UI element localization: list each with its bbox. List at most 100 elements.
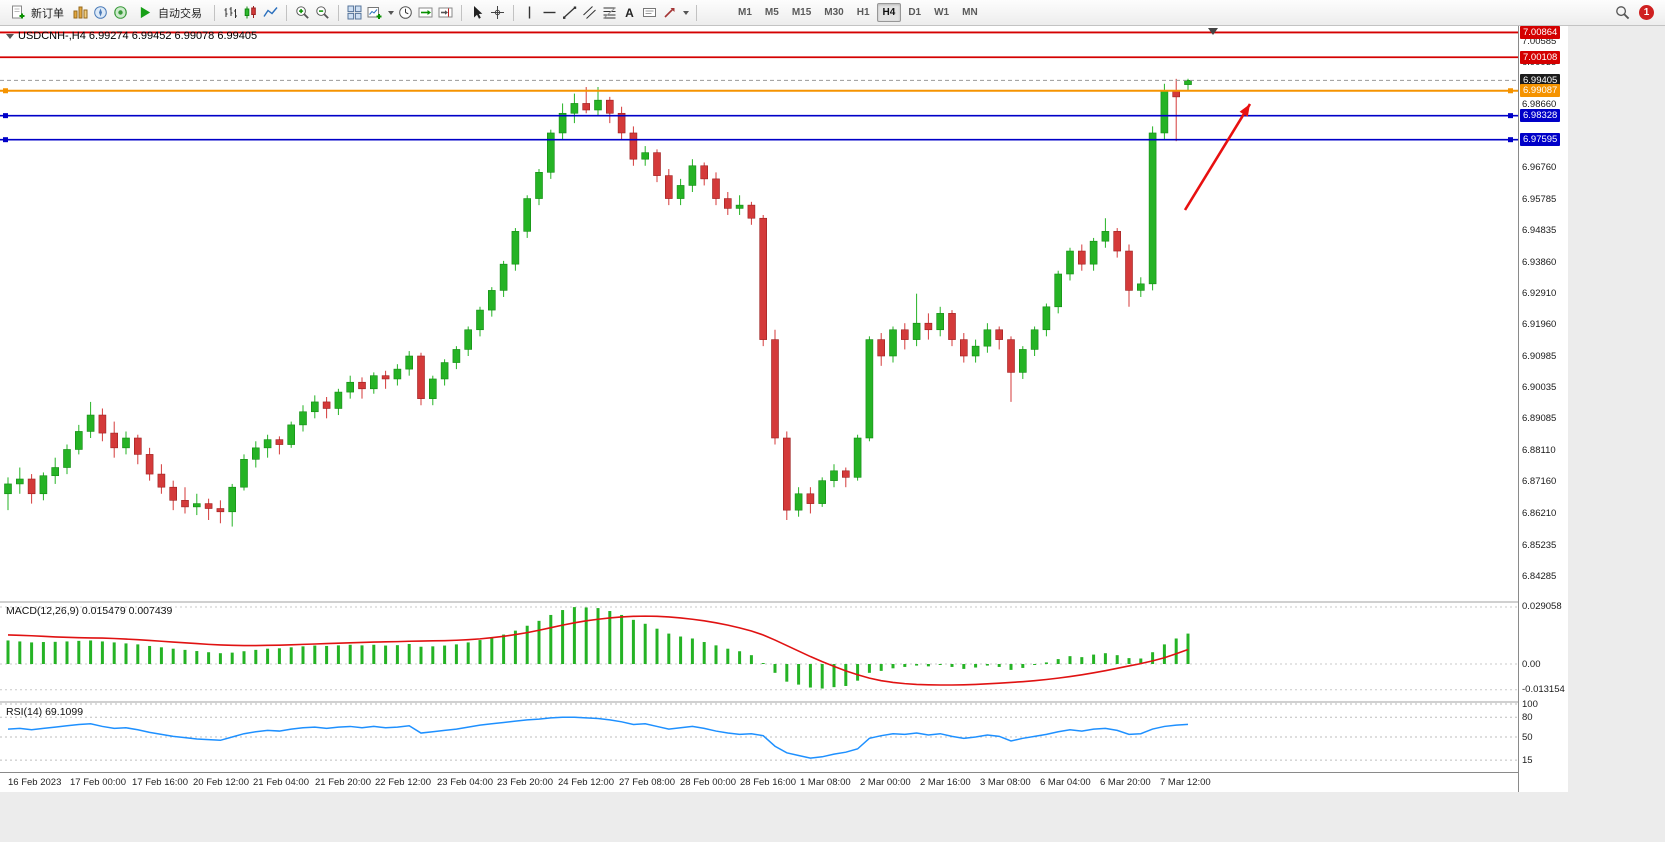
autotrading-play-icon (137, 4, 154, 21)
price-label: 6.88110 (1522, 445, 1556, 457)
price-label: 6.90985 (1522, 350, 1557, 362)
chart-canvas[interactable] (0, 26, 1518, 772)
timeframe-h4[interactable]: H4 (876, 3, 902, 22)
chart-title-overlay: USDCNH-,H4 6.99274 6.99452 6.99078 6.994… (6, 30, 257, 42)
new-chart-dropdown-icon[interactable] (388, 10, 394, 15)
price-label: 6.84285 (1522, 570, 1557, 582)
fibonacci-tool-icon[interactable] (601, 4, 618, 21)
line-chart-icon[interactable] (262, 4, 279, 21)
time-label: 6 Mar 04:00 (1040, 777, 1091, 788)
price-label: 15 (1522, 754, 1533, 766)
time-label: 23 Feb 04:00 (437, 777, 493, 788)
candlestick-chart-icon[interactable] (242, 4, 259, 21)
notification-badge[interactable]: 1 (1639, 5, 1654, 20)
autotrading-button[interactable]: 自动交易 (132, 3, 207, 23)
time-label: 17 Feb 16:00 (132, 777, 188, 788)
time-label: 2 Mar 16:00 (920, 777, 971, 788)
price-label: 50 (1522, 731, 1533, 743)
cursor-icon[interactable] (469, 4, 486, 21)
new-chart-icon[interactable] (366, 4, 383, 21)
time-label: 27 Feb 08:00 (619, 777, 675, 788)
trendline-tool-icon[interactable] (561, 4, 578, 21)
price-label: 6.98660 (1522, 99, 1557, 111)
channel-tool-icon[interactable] (581, 4, 598, 21)
market-watch-icon[interactable] (72, 4, 89, 21)
chart-window: USDCNH-,H4 6.99274 6.99452 6.99078 6.994… (0, 25, 1568, 792)
arrows-dropdown-icon[interactable] (683, 10, 689, 15)
time-label: 21 Feb 04:00 (253, 777, 309, 788)
alerts-icon[interactable] (112, 4, 129, 21)
price-label: 6.85235 (1522, 539, 1557, 551)
timeframe-d1[interactable]: D1 (908, 7, 922, 18)
timeframe-w1[interactable]: W1 (934, 7, 950, 18)
zoom-out-icon[interactable] (314, 4, 331, 21)
timeframe-m5[interactable]: M5 (764, 7, 779, 18)
zoom-in-icon[interactable] (294, 4, 311, 21)
time-label: 22 Feb 12:00 (375, 777, 431, 788)
price-label-highlighted: 6.99087 (1520, 84, 1561, 98)
autotrading-label: 自动交易 (158, 7, 202, 20)
auto-scroll-icon[interactable] (417, 4, 434, 21)
tile-windows-icon[interactable] (346, 4, 363, 21)
time-label: 28 Feb 00:00 (680, 777, 736, 788)
clock-icon[interactable] (397, 4, 414, 21)
new-order-label: 新订单 (31, 7, 64, 20)
price-label: 6.95785 (1522, 193, 1557, 205)
toolbar-separator (513, 4, 514, 21)
time-label: 16 Feb 2023 (8, 777, 62, 788)
time-label: 17 Feb 00:00 (70, 777, 126, 788)
bar-chart-icon[interactable] (222, 4, 239, 21)
chart-title: USDCNH-,H4 6.99274 6.99452 6.99078 6.994… (18, 30, 258, 42)
price-label-highlighted: 6.98328 (1520, 109, 1561, 123)
timeframe-m15[interactable]: M15 (791, 7, 812, 18)
timeframe-m1[interactable]: M1 (738, 7, 752, 18)
price-label-highlighted: 7.00864 (1520, 25, 1561, 39)
timeframe-m30[interactable]: M30 (824, 7, 844, 18)
text-tool-icon[interactable]: A (625, 5, 634, 20)
chart-shift-marker (1208, 28, 1218, 35)
price-label: -0.013154 (1522, 684, 1565, 696)
rsi-line (7, 716, 1189, 759)
price-label: 7.00585 (1522, 36, 1557, 48)
timeframe-mn[interactable]: MN (962, 7, 978, 18)
search-icon[interactable] (1614, 4, 1631, 21)
timeframe-group: M1 M5 M15 M30 H1 H4 D1 W1 MN (732, 3, 984, 22)
toolbar-separator (286, 4, 287, 21)
chart-shift-icon[interactable] (437, 4, 454, 21)
price-label: 6.92910 (1522, 287, 1557, 299)
price-label: 6.90035 (1522, 382, 1557, 394)
price-label-highlighted: 7.00108 (1520, 50, 1561, 64)
vertical-line-tool-icon[interactable] (521, 4, 538, 21)
toolbar-right-group: 1 (1614, 4, 1660, 21)
price-label: 6.94835 (1522, 224, 1557, 236)
price-label: 6.87160 (1522, 476, 1557, 488)
time-label: 21 Feb 20:00 (315, 777, 371, 788)
annotation-arrow[interactable] (1183, 103, 1252, 211)
price-label: 80 (1522, 711, 1533, 723)
new-order-icon (10, 4, 27, 21)
time-label: 2 Mar 00:00 (860, 777, 911, 788)
price-label: 6.96760 (1522, 161, 1557, 173)
new-order-button[interactable]: 新订单 (5, 3, 69, 23)
time-label: 20 Feb 12:00 (193, 777, 249, 788)
price-label: 0.00 (1522, 658, 1541, 670)
price-label: 100 (1522, 698, 1538, 710)
price-label-highlighted: 6.99405 (1520, 73, 1561, 87)
toolbar-separator (461, 4, 462, 21)
price-label-highlighted: 6.97595 (1520, 133, 1561, 147)
horizontal-line-tool-icon[interactable] (541, 4, 558, 21)
price-scale[interactable]: 7.005856.999356.986606.967606.957856.948… (1518, 25, 1568, 792)
time-label: 3 Mar 08:00 (980, 777, 1031, 788)
macd-indicator-label: MACD(12,26,9) 0.015479 0.007439 (6, 605, 173, 617)
toolbar-separator (338, 4, 339, 21)
toolbar-separator (696, 4, 697, 21)
price-label: 6.86210 (1522, 507, 1557, 519)
time-axis[interactable]: 16 Feb 2023 17 Feb 00:00 17 Feb 16:00 20 Fe… (0, 772, 1518, 792)
text-label-tool-icon[interactable] (641, 4, 658, 21)
crosshair-icon[interactable] (489, 4, 506, 21)
arrows-tool-icon[interactable] (661, 4, 678, 21)
timeframe-h1[interactable]: H1 (856, 7, 870, 18)
one-click-trading-collapse-icon[interactable] (6, 33, 14, 39)
price-label: 0.029058 (1522, 601, 1562, 613)
navigator-icon[interactable] (92, 4, 109, 21)
